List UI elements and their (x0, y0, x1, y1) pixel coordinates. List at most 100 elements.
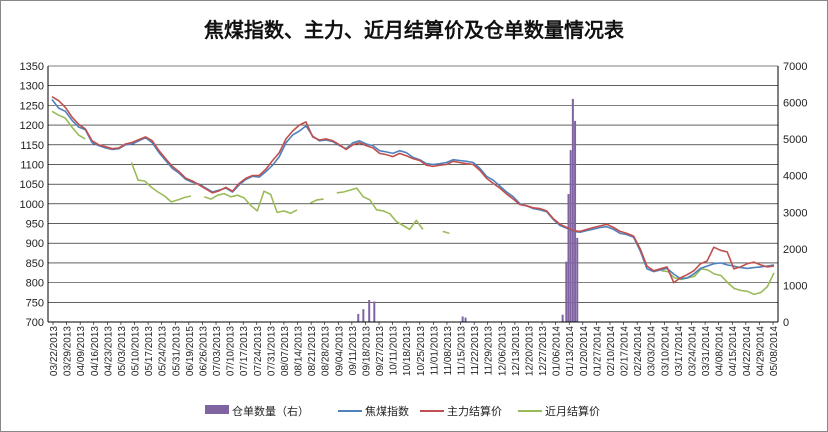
left-tick-label: 1100 (20, 159, 44, 171)
x-tick-label: 05/03/2013 (117, 326, 128, 376)
x-tick-label: 10/11/2013 (389, 326, 400, 376)
x-tick-label: 11/29/2013 (484, 326, 495, 376)
x-tick-label: 09/27/2013 (375, 326, 386, 376)
right-tick-label: 2000 (783, 244, 807, 256)
left-tick-label: 1200 (20, 120, 44, 132)
x-tick-label: 06/26/2013 (198, 326, 209, 376)
x-tick-label: 03/29/2013 (63, 326, 74, 376)
right-tick-label: 3000 (783, 207, 807, 219)
x-tick-label: 08/21/2013 (307, 326, 318, 376)
left-tick-label: 1250 (20, 100, 44, 112)
left-tick-label: 1050 (20, 179, 44, 191)
axes (47, 66, 779, 323)
left-tick-label: 700 (26, 317, 44, 329)
x-tick-label: 10/18/2013 (402, 326, 413, 376)
x-tick-label: 12/13/2013 (511, 326, 522, 376)
left-tick-label: 1300 (20, 81, 44, 93)
x-tick-label: 04/09/2013 (76, 326, 87, 376)
right-tick-label: 7000 (783, 61, 807, 73)
series-line (51, 110, 775, 296)
x-tick-label: 07/10/2013 (226, 326, 237, 376)
stock-bar (571, 98, 574, 323)
x-tick-label: 08/07/2013 (280, 326, 291, 376)
stock-bar (461, 316, 464, 322)
x-tick-label: 11/01/2013 (429, 326, 440, 376)
x-tick-label: 07/31/2013 (266, 326, 277, 376)
x-tick-label: 03/10/2014 (660, 326, 671, 376)
left-tick-label: 1350 (20, 61, 44, 73)
x-tick-label: 12/27/2013 (538, 326, 549, 376)
stock-bar (565, 261, 568, 322)
stock-bar (357, 313, 360, 322)
left-tick-label: 1150 (20, 140, 44, 152)
x-tick-label: 02/17/2014 (620, 326, 631, 376)
x-tick-label: 04/15/2014 (728, 326, 739, 376)
x-tick-label: 03/17/2014 (674, 326, 685, 376)
x-tick-label: 09/18/2013 (361, 326, 372, 376)
stock-bar (362, 309, 365, 322)
stock-bar (576, 237, 579, 322)
x-tick-label: 07/17/2013 (239, 326, 250, 376)
legend-swatch (205, 405, 229, 414)
x-tick-label: 08/28/2013 (321, 326, 332, 376)
stock-bar (373, 301, 376, 322)
x-tick-label: 04/22/2014 (742, 326, 753, 376)
x-tick-label: 01/13/2014 (565, 326, 576, 376)
right-tick-label: 0 (783, 317, 789, 329)
left-tick-label: 1000 (20, 199, 44, 211)
legend-label: 近月结算价 (545, 404, 600, 418)
stock-bar (464, 317, 467, 322)
x-tick-label: 07/24/2013 (253, 326, 264, 376)
x-tick-label: 12/20/2013 (524, 326, 535, 376)
legend: 仓单数量（右） 焦煤指数 主力结算价 近月结算价 (205, 404, 600, 418)
x-tick-label: 09/04/2013 (334, 326, 345, 376)
x-tick-label: 10/25/2013 (416, 326, 427, 376)
line-series (51, 96, 775, 296)
x-tick-label: 04/23/2013 (103, 326, 114, 376)
legend-label: 仓单数量（右） (232, 404, 309, 418)
x-axis-ticks: 03/22/2013 03/29/2013 04/09/2013 04/16/2013… (49, 322, 780, 376)
stock-bar (569, 150, 572, 322)
x-tick-label: 09/11/2013 (348, 326, 359, 376)
stock-bar (368, 300, 371, 322)
x-tick-label: 04/16/2013 (90, 326, 101, 376)
right-tick-label: 4000 (783, 171, 807, 183)
x-tick-label: 02/10/2014 (606, 326, 617, 376)
x-tick-label: 02/24/2014 (633, 326, 644, 376)
x-tick-label: 01/06/2014 (552, 326, 563, 376)
left-axis-ticks: 700 750 800 850 900 950 1000 1050 1100 1150 1200 12… (20, 61, 44, 329)
x-tick-label: 05/17/2013 (144, 326, 155, 376)
x-tick-label: 05/31/2013 (171, 326, 182, 376)
x-tick-label: 01/20/2014 (579, 326, 590, 376)
x-tick-label: 04/29/2014 (755, 326, 766, 376)
left-tick-label: 850 (26, 258, 44, 270)
x-tick-label: 11/08/2013 (443, 326, 454, 376)
left-tick-label: 950 (26, 219, 44, 231)
x-tick-label: 05/10/2013 (131, 326, 142, 376)
right-tick-label: 6000 (783, 98, 807, 110)
bar-series (357, 98, 579, 323)
right-axis-ticks: 0 1000 2000 3000 4000 5000 6000 7000 (783, 61, 807, 329)
stock-bar (574, 120, 577, 322)
x-tick-label: 07/03/2013 (212, 326, 223, 376)
x-tick-label: 12/06/2013 (497, 326, 508, 376)
x-tick-label: 03/22/2013 (49, 326, 60, 376)
left-tick-label: 750 (26, 297, 44, 309)
legend-label: 焦煤指数 (365, 404, 409, 418)
x-tick-label: 04/08/2014 (715, 326, 726, 376)
stock-bar (567, 194, 570, 322)
right-tick-label: 1000 (783, 280, 807, 292)
left-tick-label: 900 (26, 238, 44, 250)
x-tick-label: 11/22/2013 (470, 326, 481, 376)
right-tick-label: 5000 (783, 134, 807, 146)
x-tick-label: 08/14/2013 (294, 326, 305, 376)
x-tick-label: 03/03/2014 (647, 326, 658, 376)
x-tick-label: 06/19/2015 (185, 326, 196, 376)
x-tick-label: 11/15/2013 (457, 326, 468, 376)
x-tick-label: 05/24/2013 (158, 326, 169, 376)
legend-label: 主力结算价 (447, 404, 502, 418)
x-tick-label: 05/08/2014 (769, 326, 780, 376)
x-tick-label: 03/31/2014 (701, 326, 712, 376)
